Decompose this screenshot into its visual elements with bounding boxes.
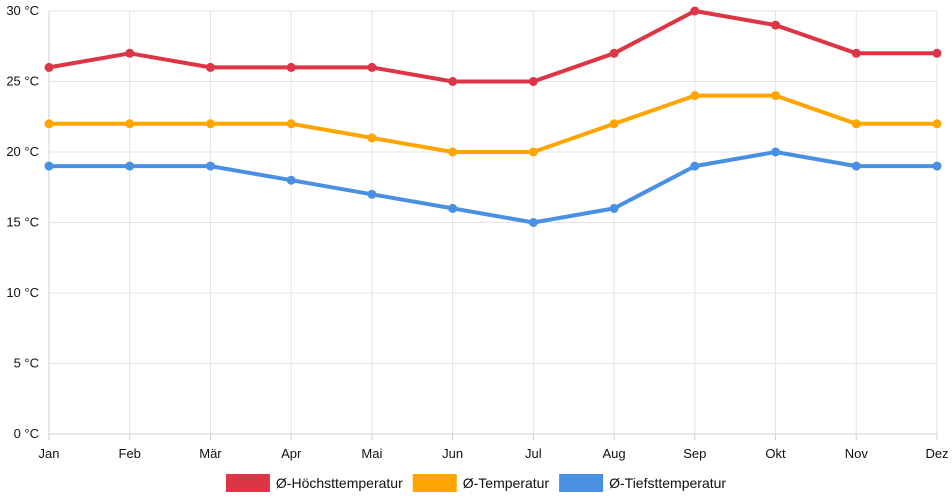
x-tick-label: Nov (845, 446, 869, 461)
legend-swatch (412, 474, 457, 492)
data-point (932, 119, 942, 129)
data-point (205, 62, 215, 72)
legend-label: Ø-Tiefsttemperatur (609, 475, 726, 491)
data-point (771, 91, 781, 101)
data-point (125, 161, 135, 171)
data-point (205, 119, 215, 129)
data-point (851, 48, 861, 58)
data-point (44, 161, 54, 171)
data-point (125, 48, 135, 58)
series-line (47, 150, 939, 225)
data-point (286, 175, 296, 185)
x-tick-label: Feb (119, 446, 141, 461)
data-point (44, 119, 54, 129)
data-point (367, 133, 377, 143)
legend-item[interactable]: Ø-Tiefsttemperatur (559, 474, 726, 492)
legend-label: Ø-Höchsttemperatur (276, 475, 403, 491)
data-point (448, 147, 458, 157)
grid-layer (48, 10, 938, 435)
data-point (205, 161, 215, 171)
data-point (609, 119, 619, 129)
data-point (851, 119, 861, 129)
x-tick-label: Apr (281, 446, 302, 461)
x-tick-label: Mär (199, 446, 222, 461)
data-point (528, 218, 538, 227)
series-layer (44, 6, 942, 227)
data-point (448, 203, 458, 213)
data-point (690, 91, 700, 101)
data-point (286, 62, 296, 72)
data-point (771, 147, 781, 157)
legend-swatch (559, 474, 604, 492)
x-tick-label: Jul (525, 446, 542, 461)
legend-label: Ø-Temperatur (463, 475, 550, 491)
series-3 (44, 147, 942, 227)
data-point (851, 161, 861, 171)
legend-item[interactable]: Ø-Temperatur (412, 474, 550, 492)
data-point (609, 48, 619, 58)
y-tick-label: 25 °C (6, 74, 39, 89)
legend: Ø-Höchsttemperatur Ø-Temperatur Ø-Tiefstte… (225, 474, 726, 492)
data-point (367, 62, 377, 72)
series-2 (44, 91, 942, 157)
y-tick-label: 20 °C (6, 144, 39, 159)
y-tick-label: 10 °C (6, 285, 39, 300)
x-tick-label: Sep (683, 446, 706, 461)
x-tick-label: Dez (925, 446, 948, 461)
y-tick-label: 30 °C (6, 3, 39, 18)
data-point (448, 77, 458, 86)
data-point (528, 77, 538, 86)
data-point (690, 6, 700, 16)
data-point (932, 48, 942, 58)
data-point (932, 161, 942, 171)
series-line (47, 9, 939, 84)
legend-swatch (225, 474, 270, 492)
data-point (528, 147, 538, 157)
legend-item[interactable]: Ø-Höchsttemperatur (225, 474, 403, 492)
data-point (367, 189, 377, 199)
data-point (286, 119, 296, 129)
data-point (609, 203, 619, 213)
x-tick-label: Jun (442, 446, 463, 461)
y-tick-label: 15 °C (6, 215, 39, 230)
y-tick-label: 5 °C (14, 356, 39, 371)
x-tick-label: Okt (765, 446, 786, 461)
series-line (47, 93, 939, 154)
series-1 (44, 6, 942, 86)
data-point (125, 119, 135, 129)
y-tick-label: 0 °C (14, 426, 39, 441)
x-tick-label: Mai (361, 446, 382, 461)
data-point (771, 20, 781, 30)
data-point (44, 62, 54, 72)
data-point (690, 161, 700, 171)
x-tick-label: Jan (39, 446, 60, 461)
x-tick-label: Aug (603, 446, 626, 461)
axis-layer: 0 °C 5 °C 10 °C 15 °C 20 °C 25 °C 30 °C Jan Feb M… (6, 3, 948, 461)
